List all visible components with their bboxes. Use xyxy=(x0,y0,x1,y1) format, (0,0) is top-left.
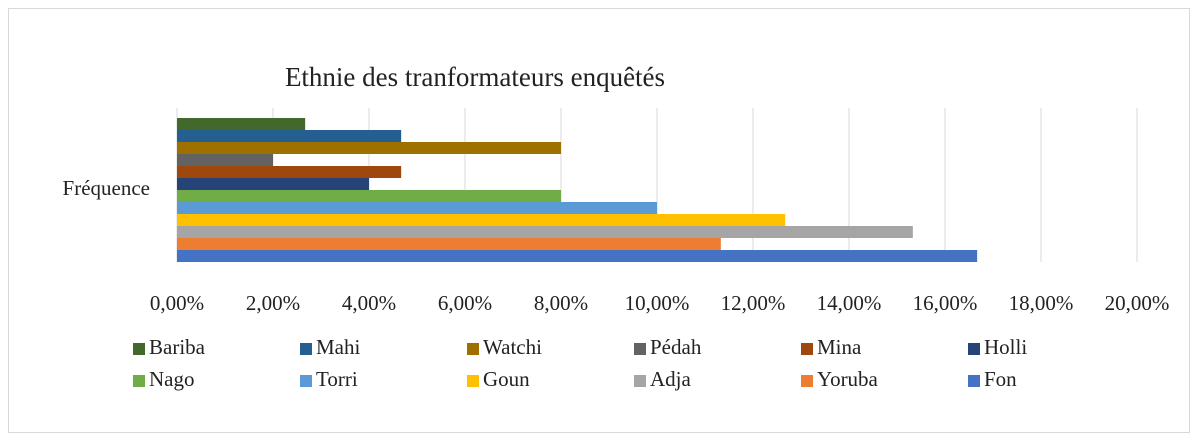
bar xyxy=(177,238,721,250)
legend-label: Mina xyxy=(817,335,862,359)
x-tick-label: 20,00% xyxy=(1105,291,1170,315)
legend-label: Fon xyxy=(984,367,1017,391)
legend-swatch xyxy=(634,375,646,387)
legend-swatch xyxy=(467,343,479,355)
legend-swatch xyxy=(467,375,479,387)
legend-label: Pédah xyxy=(650,335,702,359)
bar xyxy=(177,214,786,226)
bar xyxy=(177,130,402,142)
bar xyxy=(177,226,913,238)
x-tick-label: 10,00% xyxy=(625,291,690,315)
legend-label: Torri xyxy=(316,367,358,391)
bar xyxy=(177,154,273,166)
bar xyxy=(177,166,402,178)
bar xyxy=(177,118,306,130)
legend-label: Adja xyxy=(650,367,692,391)
legend-label: Watchi xyxy=(483,335,542,359)
x-tick-label: 18,00% xyxy=(1009,291,1074,315)
legend-swatch xyxy=(133,375,145,387)
legend-swatch xyxy=(801,375,813,387)
bar xyxy=(177,190,561,202)
bar xyxy=(177,142,561,154)
legend-label: Holli xyxy=(984,335,1027,359)
legend-swatch xyxy=(968,343,980,355)
legend-label: Goun xyxy=(483,367,530,391)
legend-label: Mahi xyxy=(316,335,360,359)
x-tick-label: 8,00% xyxy=(534,291,588,315)
legend-swatch xyxy=(968,375,980,387)
x-tick-label: 16,00% xyxy=(913,291,978,315)
legend-swatch xyxy=(300,375,312,387)
x-tick-label: 6,00% xyxy=(438,291,492,315)
x-tick-label: 4,00% xyxy=(342,291,396,315)
bar xyxy=(177,178,369,190)
legend-swatch xyxy=(300,343,312,355)
x-tick-label: 2,00% xyxy=(246,291,300,315)
bar xyxy=(177,250,978,262)
chart-title: Ethnie des tranformateurs enquêtés xyxy=(285,62,665,92)
y-tick-label: Fréquence xyxy=(63,176,150,200)
legend-label: Yoruba xyxy=(817,367,879,391)
legend-label: Bariba xyxy=(149,335,206,359)
x-tick-label: 14,00% xyxy=(817,291,882,315)
x-tick-label: 0,00% xyxy=(150,291,204,315)
bar xyxy=(177,202,657,214)
legend-swatch xyxy=(801,343,813,355)
x-tick-label: 12,00% xyxy=(721,291,786,315)
legend-label: Nago xyxy=(149,367,195,391)
legend-swatch xyxy=(133,343,145,355)
legend-swatch xyxy=(634,343,646,355)
